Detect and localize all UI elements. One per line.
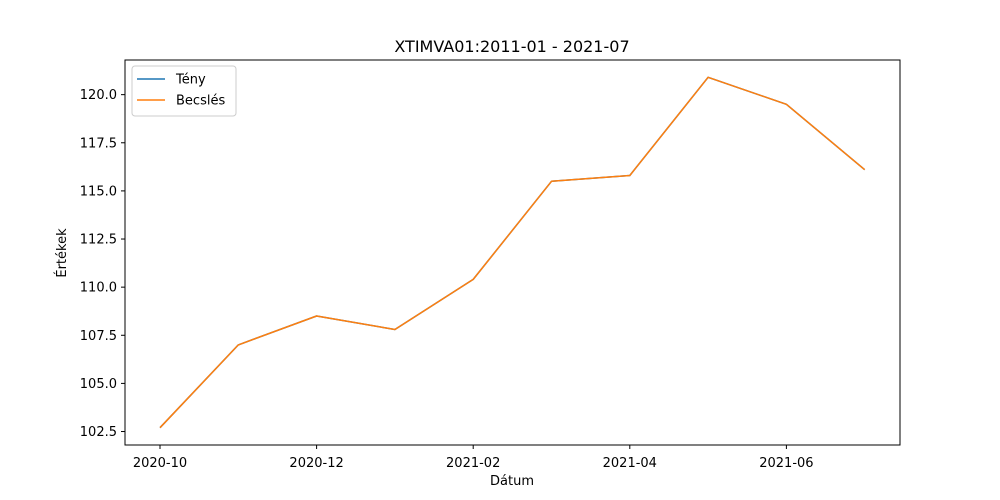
- y-axis: 102.5 105.0 107.5 110.0 112.5 115.0 117.5 120.0: [80, 88, 125, 440]
- plot-area: [159, 76, 866, 429]
- y-tick-label: 112.5: [80, 233, 117, 248]
- y-tick-label: 117.5: [80, 136, 117, 151]
- x-tick-label: 2021-04: [603, 456, 657, 471]
- x-axis: 2020-10 2020-12 2021-02 2021-04 2021-06: [133, 445, 814, 471]
- series-line-2: [159, 76, 866, 429]
- y-tick-label: 110.0: [80, 281, 117, 296]
- y-axis-label: Értékek: [54, 228, 70, 278]
- legend-label-2: Becslés: [176, 94, 225, 109]
- x-tick-label: 2020-10: [133, 456, 187, 471]
- chart-title: XTIMVA01:2011-01 - 2021-07: [394, 37, 629, 56]
- y-tick-label: 107.5: [80, 329, 117, 344]
- x-axis-label: Dátum: [490, 474, 534, 489]
- y-tick-label: 120.0: [80, 88, 117, 103]
- series-line-1: [159, 76, 866, 429]
- x-tick-label: 2020-12: [289, 456, 343, 471]
- x-tick-label: 2021-02: [446, 456, 500, 471]
- y-tick-label: 105.0: [80, 377, 117, 392]
- y-tick-label: 102.5: [80, 425, 117, 440]
- legend: Tény Becslés: [131, 65, 237, 117]
- x-tick-label: 2021-06: [759, 456, 813, 471]
- legend-label-1: Tény: [175, 73, 206, 88]
- y-tick-label: 115.0: [80, 184, 117, 199]
- plot-frame: [124, 59, 901, 446]
